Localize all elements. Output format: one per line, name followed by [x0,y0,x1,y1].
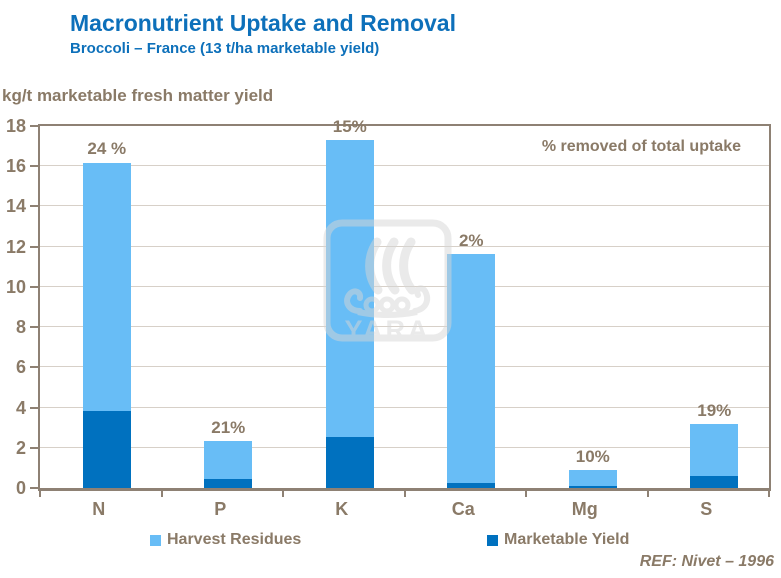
legend-item-marketable-yield: Marketable Yield [487,531,629,549]
bar-stack-P [204,441,253,488]
percent-label-P: 21% [211,417,246,437]
y-tick-mark-12 [30,245,38,248]
y-tick-label-16: 16 [5,156,26,177]
chart-legend: Harvest Residues Marketable Yield [0,531,781,551]
x-tick-mark-3 [403,491,406,497]
bar-column-N: 24 % [40,126,162,488]
bar-stack-Mg [568,470,617,488]
bar-column-P: 21% [162,126,284,488]
gridline-y-14 [40,205,769,207]
category-label-Mg: Mg [571,499,598,519]
legend-swatch-icon [487,534,498,546]
chart-title: Macronutrient Uptake and Removal [70,10,456,36]
y-tick-label-6: 6 [15,357,26,378]
y-tick-mark-14 [30,205,38,208]
ship-sails-icon [365,237,417,295]
annotation-percent-removed: % removed of total uptake [541,138,741,155]
bar-segment-K-marketable-yield [325,437,374,488]
x-tick-mark-5 [646,491,649,497]
bar-segment-P-marketable-yield [204,479,253,488]
y-tick-label-0: 0 [15,478,26,498]
y-tick-mark-8 [30,326,38,329]
bar-segment-N-marketable-yield [82,411,131,488]
bar-segment-Mg-harvest-residues [568,470,617,486]
y-tick-mark-16 [30,165,38,168]
y-tick-mark-18 [30,125,38,127]
x-tick-mark-0 [39,491,41,497]
gridline-y-4 [40,406,769,408]
category-label-N: N [92,499,106,519]
bar-segment-S-marketable-yield [690,476,739,488]
ship-hull-icon [344,285,431,318]
legend-swatch-icon [150,534,161,546]
category-label-K: K [335,499,349,519]
bar-stack-Ca [447,254,496,488]
bar-segment-P-harvest-residues [204,441,253,479]
watermark-border [323,219,452,342]
y-tick-label-2: 2 [15,437,26,458]
y-tick-mark-10 [30,285,38,288]
y-tick-mark-2 [30,446,38,449]
bar-segment-Ca-marketable-yield [447,483,496,488]
percent-label-K: 15% [332,117,367,137]
percent-label-N: 24 % [87,139,127,159]
gridline-y-6 [40,366,769,368]
bar-segment-Ca-harvest-residues [447,254,496,483]
percent-label-Mg: 10% [575,446,610,466]
percent-label-S: 19% [697,400,732,420]
y-tick-label-14: 14 [5,196,26,217]
y-tick-mark-0 [30,487,38,489]
x-tick-mark-4 [525,491,527,497]
bar-segment-K-harvest-residues [325,140,374,437]
y-tick-mark-4 [30,406,38,409]
category-label-S: S [700,499,713,519]
bar-segment-S-harvest-residues [690,424,739,476]
bar-stack-S [690,424,739,488]
x-tick-mark-6 [768,491,770,497]
category-label-Ca: Ca [451,499,475,519]
y-tick-mark-6 [30,366,38,369]
legend-label: Marketable Yield [504,531,630,548]
y-tick-label-4: 4 [15,397,26,418]
bar-column-K: 15% [283,117,405,488]
y-axis-label: kg/t marketable fresh matter yield [2,86,274,105]
bar-column-Ca: 2% [405,126,527,488]
gridline-y-2 [40,446,769,448]
bar-segment-N-harvest-residues [82,163,131,411]
x-axis-category-labels: N P K Ca Mg S [38,497,767,521]
y-tick-label-12: 12 [5,236,26,257]
gridline-y-8 [40,326,769,328]
percent-label-Ca: 2% [458,230,484,250]
category-label-P: P [214,499,227,519]
yara-viking-ship-watermark-logo: YARA [323,219,452,343]
legend-label: Harvest Residues [167,531,302,548]
y-tick-label-8: 8 [15,317,26,338]
bar-stack-N [82,163,131,488]
x-tick-mark-2 [282,491,284,497]
bar-stack-K [325,140,374,488]
reference-text: REF: Nivet – 1996 [639,553,774,570]
watermark-text: YARA [344,315,430,343]
legend-item-harvest-residues: Harvest Residues [150,531,301,549]
bar-column-S: 19% [648,126,770,488]
x-tick-mark-1 [160,491,163,497]
y-tick-label-10: 10 [5,276,26,297]
bar-column-Mg: 10% [526,126,648,488]
bar-segment-Mg-marketable-yield [568,486,617,488]
gridline-y-16 [40,165,769,167]
y-tick-label-18: 18 [5,116,26,136]
chart-subtitle: Broccoli – France (13 t/ha marketable yi… [70,40,380,57]
